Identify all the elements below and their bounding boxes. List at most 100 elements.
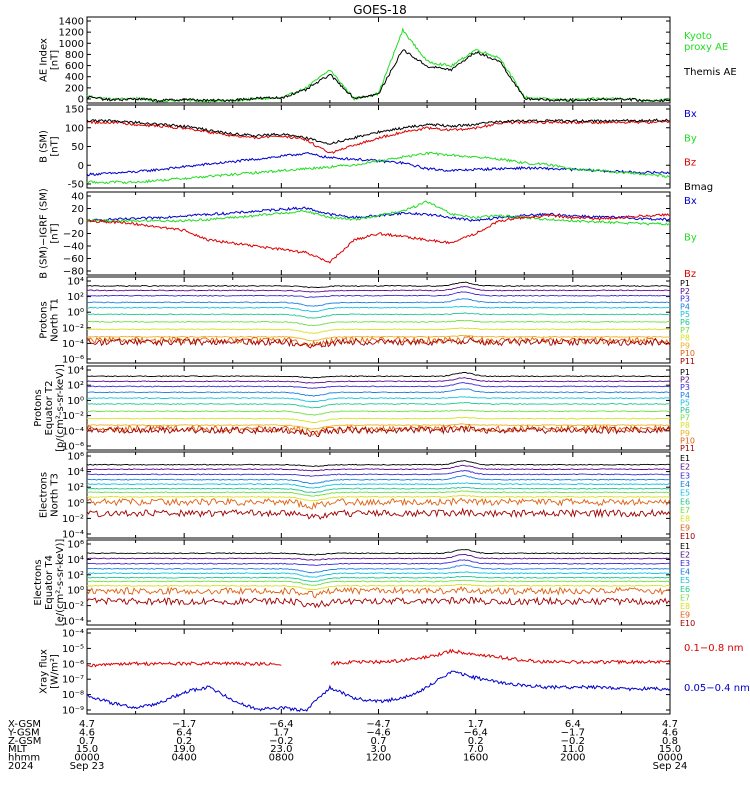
channel-label: P11 [680, 357, 695, 366]
y-tick-label: 10² [67, 292, 84, 303]
y-tick-label: 10⁶ [67, 452, 84, 463]
x-axis-value: 4.6 [662, 727, 678, 738]
y-axis-label: Protons [39, 301, 50, 338]
x-axis-value: 1600 [463, 753, 488, 764]
channel-label: P5 [680, 310, 690, 319]
channel-line-E6 [86, 575, 671, 583]
plot-title: GOES-18 [353, 3, 407, 17]
x-axis-value: −1.7 [172, 719, 196, 730]
y-tick-label: 10⁻² [62, 514, 84, 525]
panel-pe: 10⁴ 10² 10⁰ 10⁻² 10⁻⁴ 10⁻⁶ Protons Equator T2 [p… [33, 364, 695, 453]
channel-line-E9 [86, 585, 671, 599]
channel-line-P9 [86, 423, 671, 430]
y-axis-label: [nT] [50, 136, 61, 156]
x-axis-row-label: X-GSM [8, 719, 41, 730]
y-tick-label: 10⁴ [67, 277, 84, 288]
x-axis-value: Sep 23 [70, 761, 105, 772]
y-axis-label: B (SM)−IGRF (SM) [39, 188, 50, 279]
x-axis-table: X-GSMY-GSMZ-GSMMLThhmm20244.74.60.715.00… [7, 719, 687, 772]
channel-label: E5 [680, 576, 690, 585]
x-axis-value: 1200 [366, 753, 391, 764]
x-axis-value: 0400 [171, 753, 196, 764]
channel-label: P8 [680, 421, 690, 430]
y-axis-label: AE Index [39, 38, 50, 82]
series-bsm-0 [86, 152, 671, 177]
channel-label: E8 [680, 602, 690, 611]
y-tick-label: 10⁰ [67, 308, 84, 319]
y-tick-label: 1000 [59, 39, 84, 50]
x-axis-value: 15.0 [76, 744, 98, 755]
y-tick-label: −20 [63, 229, 84, 240]
y-axis-label: Electrons [39, 472, 50, 518]
channel-line-E2 [86, 464, 671, 472]
y-tick-label: -50 [68, 180, 84, 191]
channel-line-E1 [87, 549, 671, 556]
channel-label: E8 [680, 515, 690, 524]
x-axis-value: 0.2 [468, 736, 484, 747]
channel-label: P7 [680, 414, 690, 423]
channel-label: E3 [680, 559, 690, 568]
x-axis-value: −6.4 [269, 719, 293, 730]
channel-line-P4 [86, 388, 671, 397]
y-axis-label: Protons [33, 389, 44, 426]
channel-label: P1 [680, 279, 690, 288]
x-axis-value: 6.4 [176, 727, 192, 738]
legend-label: Kyoto [684, 31, 712, 42]
y-tick-label: 10⁰ [67, 586, 84, 597]
panel-pn: 10⁴ 10² 10⁰ 10⁻² 10⁻⁴ 10⁻⁶ Protons North T1 P1P2… [39, 276, 695, 366]
channel-label: P3 [680, 295, 690, 304]
channel-line-P7 [86, 319, 671, 327]
channel-line-E6 [86, 486, 670, 493]
channel-label: E4 [680, 568, 690, 577]
channel-label: E9 [680, 523, 690, 532]
y-tick-label: 10² [67, 570, 84, 581]
channel-line-E5 [86, 482, 671, 489]
channel-line-P2 [86, 377, 671, 384]
y-axis-label: [e/(cm²-s-sr-keV)] [55, 539, 66, 627]
legend-label: Bz [684, 269, 696, 280]
series-xray-1 [86, 670, 671, 712]
y-tick-label: −40 [63, 242, 84, 253]
channel-label: P4 [680, 302, 690, 311]
y-tick-label: 600 [65, 61, 84, 72]
x-axis-value: −4.7 [366, 719, 390, 730]
legend-label: By [684, 133, 697, 144]
channel-line-P7 [86, 409, 671, 416]
x-axis-value: 4.7 [662, 719, 678, 730]
x-axis-value: 0800 [269, 753, 294, 764]
channel-label: E1 [680, 454, 690, 463]
channel-line-E4 [86, 475, 670, 485]
channel-line-P1 [86, 281, 670, 289]
channel-label: E10 [680, 532, 695, 541]
y-tick-label: 10⁻⁴ [62, 530, 84, 541]
channel-line-P8 [86, 416, 671, 423]
channel-label: P2 [680, 287, 690, 296]
channel-label: E2 [680, 463, 690, 472]
channel-line-P4 [86, 298, 671, 307]
x-axis-row-label: hhmm [8, 753, 40, 764]
x-axis-value: 0.7 [79, 736, 95, 747]
channel-label: P2 [680, 376, 690, 385]
x-axis-value: 0.8 [662, 736, 678, 747]
y-axis-label: [nT] [50, 50, 61, 70]
channel-line-E10 [86, 596, 671, 609]
x-axis-value: 1.7 [273, 727, 289, 738]
y-tick-label: 10⁻⁴ [62, 339, 84, 350]
y-tick-label: 10⁻⁶ [62, 659, 84, 670]
x-axis-row-label: Z-GSM [8, 736, 41, 747]
y-axis-label: [p/(cm²-s-sr-keV)] [55, 364, 66, 452]
x-axis-row-label: Y-GSM [7, 727, 40, 738]
channel-line-P3 [86, 291, 671, 298]
channel-line-E1 [86, 460, 671, 467]
x-axis-value: 0000 [657, 753, 682, 764]
x-axis-value: 7.0 [468, 744, 484, 755]
x-axis-value: 19.0 [173, 744, 195, 755]
x-axis-value: 3.0 [371, 744, 387, 755]
panel-bsm: 150 100 50 0 -50 B (SM) [nT] Bx By Bz Bmag [39, 104, 713, 193]
y-tick-label: 10⁻⁴ [62, 629, 84, 640]
channel-line-P2 [86, 285, 671, 293]
channel-line-E4 [86, 564, 671, 574]
